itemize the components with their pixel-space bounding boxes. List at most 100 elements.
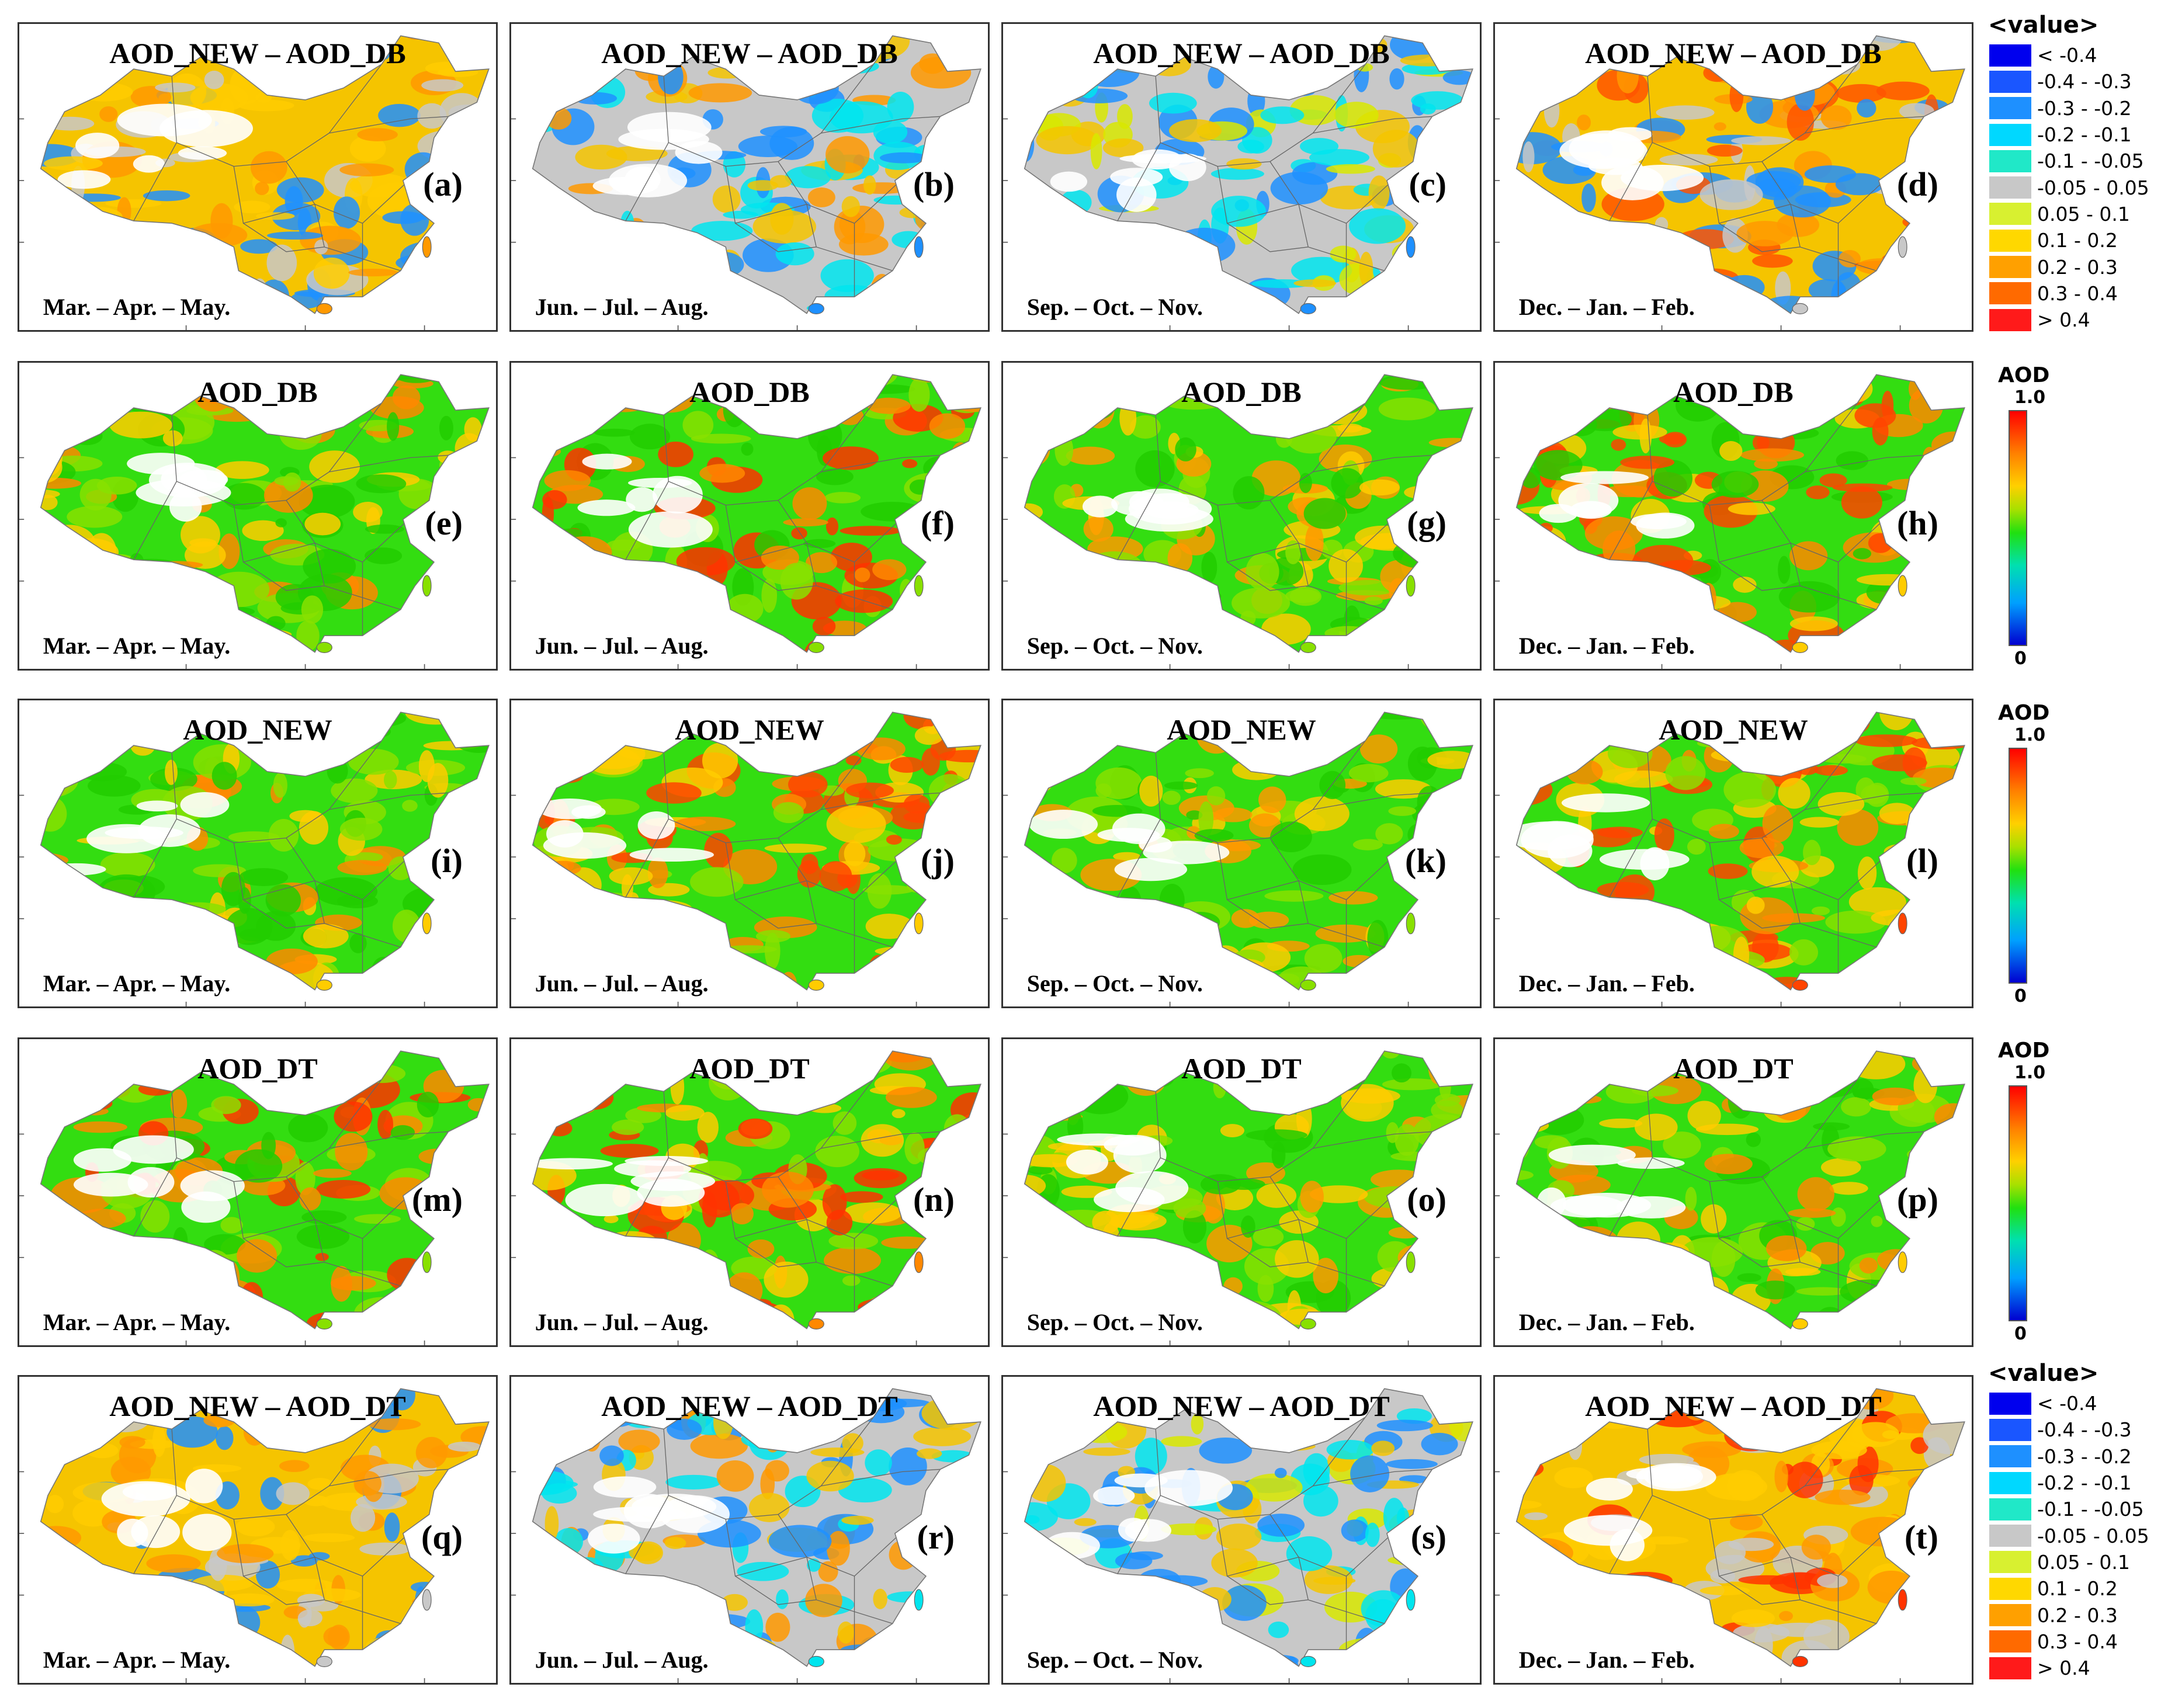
panel-season: Jun. – Jul. – Aug. bbox=[535, 970, 709, 997]
panel-season: Mar. – Apr. – May. bbox=[43, 1309, 231, 1336]
panel-season: Sep. – Oct. – Nov. bbox=[1026, 294, 1203, 321]
legend-swatch bbox=[1989, 97, 2031, 120]
china-map bbox=[1495, 374, 1965, 669]
colorbar-min: 0 bbox=[2014, 1324, 2027, 1344]
panel-label: (l) bbox=[1906, 842, 1938, 880]
map-panel: AOD_NEW – AOD_DT (q) Mar. – Apr. – May. bbox=[18, 1375, 498, 1685]
panel-title: AOD_DB bbox=[197, 375, 318, 408]
panel-label: (m) bbox=[411, 1181, 463, 1219]
colorbar-max: 1.0 bbox=[2014, 1063, 2046, 1083]
panel-title: AOD_DT bbox=[1181, 1051, 1302, 1085]
panel-season: Jun. – Jul. – Aug. bbox=[535, 633, 709, 659]
colorbar-max: 1.0 bbox=[2014, 387, 2046, 408]
legend-label: < -0.4 bbox=[2037, 1392, 2097, 1415]
legend-label: -0.3 - -0.2 bbox=[2037, 96, 2132, 120]
legend-swatch bbox=[1989, 308, 2031, 331]
panel-label: (o) bbox=[1407, 1181, 1447, 1219]
map-panel: AOD_DT (p) Dec. – Jan. – Feb. bbox=[1493, 1037, 1973, 1347]
legend-label: > 0.4 bbox=[2037, 308, 2090, 332]
legend-item: 0.3 - 0.4 bbox=[1983, 1629, 2159, 1655]
panel-season: Sep. – Oct. – Nov. bbox=[1026, 1647, 1203, 1674]
panel-season: Mar. – Apr. – May. bbox=[43, 970, 231, 997]
map-panel: AOD_DT (n) Jun. – Jul. – Aug. bbox=[509, 1037, 990, 1347]
china-map bbox=[19, 35, 490, 330]
china-map bbox=[1495, 711, 1965, 1006]
legend-item: < -0.4 bbox=[1983, 1390, 2159, 1417]
map-panel: AOD_DB (f) Jun. – Jul. – Aug. bbox=[509, 361, 990, 671]
legend-label: -0.1 - -0.05 bbox=[2037, 1498, 2144, 1521]
map-panel: AOD_NEW (l) Dec. – Jan. – Feb. bbox=[1493, 699, 1973, 1008]
panel-season: Jun. – Jul. – Aug. bbox=[535, 1309, 709, 1336]
legend-label: < -0.4 bbox=[2037, 44, 2097, 67]
legend-swatch bbox=[1989, 1630, 2031, 1653]
panel-label: (b) bbox=[913, 165, 955, 204]
legend-swatch bbox=[1989, 1577, 2031, 1600]
legend-item: 0.3 - 0.4 bbox=[1983, 280, 2159, 307]
legend-item: -0.1 - -0.05 bbox=[1983, 1496, 2159, 1522]
panel-season: Sep. – Oct. – Nov. bbox=[1026, 970, 1203, 997]
china-map bbox=[511, 374, 981, 669]
map-panel: AOD_DB (h) Dec. – Jan. – Feb. bbox=[1493, 361, 1973, 671]
legend-label: 0.3 - 0.4 bbox=[2037, 282, 2118, 305]
panel-season: Mar. – Apr. – May. bbox=[43, 1647, 231, 1674]
panel-season: Jun. – Jul. – Aug. bbox=[535, 294, 709, 321]
panel-title: AOD_DB bbox=[689, 375, 810, 408]
panel-label: (d) bbox=[1897, 165, 1938, 204]
legend-label: -0.4 - -0.3 bbox=[2037, 1418, 2132, 1442]
legend-swatch bbox=[1989, 150, 2031, 172]
legend-swatch bbox=[1989, 1418, 2031, 1441]
colorbar-title: AOD bbox=[1998, 701, 2050, 725]
legend-item: 0.2 - 0.3 bbox=[1983, 1602, 2159, 1628]
china-map bbox=[1003, 35, 1473, 330]
map-panel: AOD_DB (g) Sep. – Oct. – Nov. bbox=[1001, 361, 1482, 671]
legend-item: > 0.4 bbox=[1983, 307, 2159, 333]
colorbar-min: 0 bbox=[2014, 986, 2027, 1006]
legend-swatch bbox=[1989, 44, 2031, 67]
panel-season: Dec. – Jan. – Feb. bbox=[1518, 1309, 1695, 1336]
legend-item: 0.1 - 0.2 bbox=[1983, 1575, 2159, 1602]
legend-label: -0.1 - -0.05 bbox=[2037, 150, 2144, 173]
legend-label: 0.2 - 0.3 bbox=[2037, 1603, 2118, 1627]
panel-label: (c) bbox=[1409, 165, 1447, 204]
panel-label: (g) bbox=[1407, 504, 1447, 543]
legend-item: < -0.4 bbox=[1983, 42, 2159, 68]
legend-item: -0.05 - 0.05 bbox=[1983, 1522, 2159, 1549]
colorbar-gradient bbox=[2009, 1085, 2027, 1321]
map-panel: AOD_DT (o) Sep. – Oct. – Nov. bbox=[1001, 1037, 1482, 1347]
map-panel: AOD_NEW (k) Sep. – Oct. – Nov. bbox=[1001, 699, 1482, 1008]
panel-title: AOD_NEW – AOD_DB bbox=[1093, 36, 1390, 70]
legend-swatch bbox=[1989, 256, 2031, 279]
map-panel: AOD_NEW – AOD_DT (t) Dec. – Jan. – Feb. bbox=[1493, 1375, 1973, 1685]
china-map bbox=[1495, 1388, 1965, 1683]
china-map bbox=[511, 1388, 981, 1683]
legend-swatch bbox=[1989, 1445, 2031, 1468]
legend-item: -0.4 - -0.3 bbox=[1983, 68, 2159, 95]
panel-title: AOD_NEW bbox=[675, 713, 824, 746]
panel-label: (s) bbox=[1410, 1518, 1447, 1557]
legend-item: 0.1 - 0.2 bbox=[1983, 227, 2159, 254]
legend-item: -0.3 - -0.2 bbox=[1983, 1443, 2159, 1470]
legend-swatch bbox=[1989, 229, 2031, 252]
map-panel: AOD_NEW – AOD_DT (r) Jun. – Jul. – Aug. bbox=[509, 1375, 990, 1685]
legend-item: -0.05 - 0.05 bbox=[1983, 174, 2159, 200]
china-map bbox=[1003, 1050, 1473, 1345]
panel-label: (i) bbox=[431, 842, 463, 880]
panel-title: AOD_NEW bbox=[1659, 713, 1808, 746]
map-panel: AOD_DB (e) Mar. – Apr. – May. bbox=[18, 361, 498, 671]
legend-item: -0.1 - -0.05 bbox=[1983, 148, 2159, 174]
panel-title: AOD_NEW bbox=[183, 713, 332, 746]
panel-season: Dec. – Jan. – Feb. bbox=[1518, 633, 1695, 659]
panel-season: Dec. – Jan. – Feb. bbox=[1518, 1647, 1695, 1674]
aod-colorbar-row4: AOD 1.0 0 bbox=[1997, 1039, 2067, 1344]
legend-swatch bbox=[1989, 1551, 2031, 1574]
legend-title: <value> bbox=[1988, 12, 2099, 39]
legend-label: -0.05 - 0.05 bbox=[2037, 1524, 2149, 1547]
china-map bbox=[19, 374, 490, 669]
legend-swatch bbox=[1989, 1471, 2031, 1494]
panel-title: AOD_NEW – AOD_DB bbox=[109, 36, 406, 70]
panel-label: (f) bbox=[920, 504, 955, 543]
china-map bbox=[1003, 374, 1473, 669]
legend-label: 0.1 - 0.2 bbox=[2037, 229, 2118, 252]
legend-label: > 0.4 bbox=[2037, 1657, 2090, 1680]
legend-item: -0.2 - -0.1 bbox=[1983, 121, 2159, 148]
